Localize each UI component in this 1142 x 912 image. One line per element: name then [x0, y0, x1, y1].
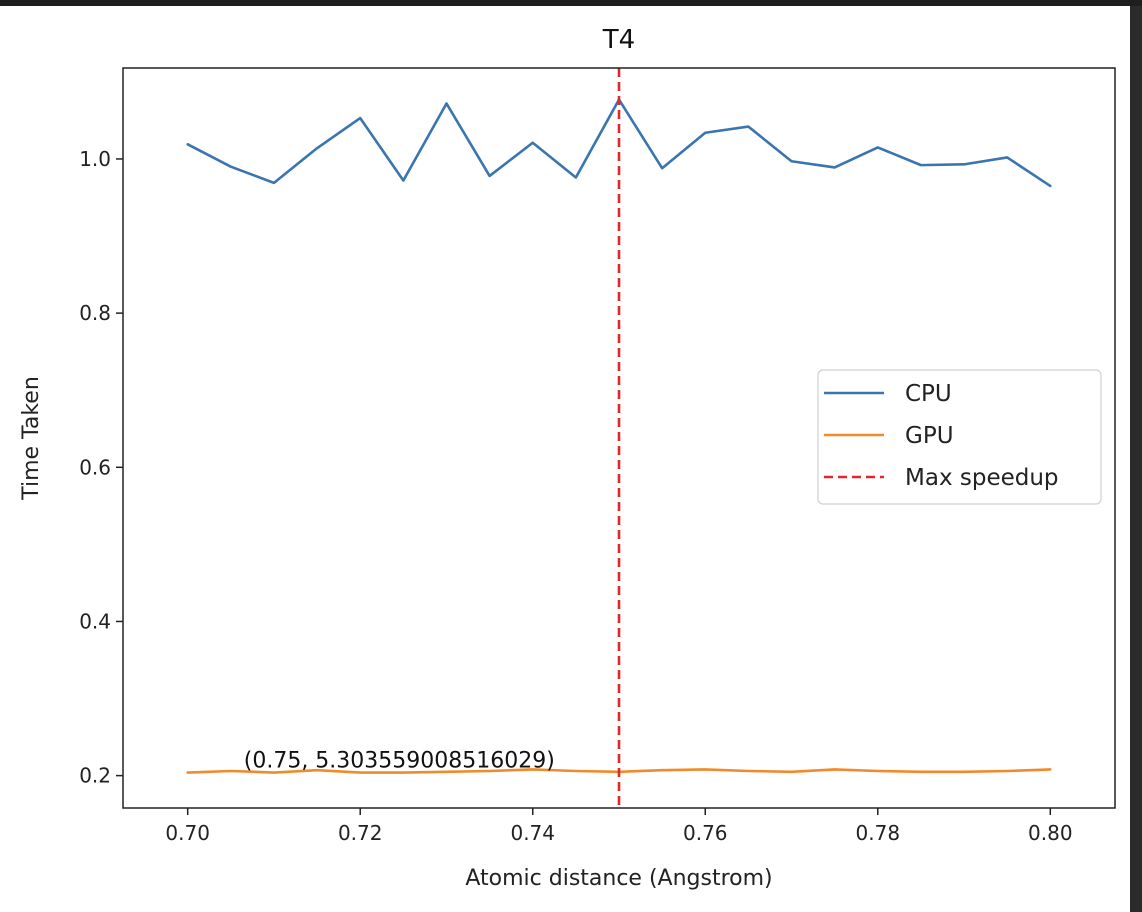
chart-title: T4	[602, 25, 635, 55]
x-tick-label: 0.72	[338, 821, 383, 845]
x-tick-label: 0.70	[165, 821, 210, 845]
y-tick-label: 0.8	[79, 301, 111, 325]
y-axis-label: Time Taken	[19, 376, 44, 501]
plot-area: (0.75, 5.303559008516029)	[186, 68, 1052, 808]
legend: CPU GPU Max speedup	[817, 369, 1102, 505]
x-axis-ticks: 0.70 0.72 0.74 0.76 0.78 0.80	[165, 808, 1073, 845]
right-edge-strip	[1130, 6, 1142, 912]
x-tick-label: 0.80	[1028, 821, 1073, 845]
y-tick-label: 0.2	[79, 764, 111, 788]
axes-frame	[122, 67, 1116, 809]
y-axis-ticks: 0.2 0.4 0.6 0.8 1.0	[79, 147, 123, 788]
y-tick-label: 0.4	[79, 609, 111, 633]
x-tick-label: 0.76	[683, 821, 728, 845]
y-tick-label: 1.0	[79, 147, 111, 171]
annotation-label: (0.75, 5.303559008516029)	[244, 749, 555, 774]
legend-label-max-speedup: Max speedup	[905, 465, 1059, 491]
y-tick-label: 0.6	[79, 455, 111, 479]
x-axis-label: Atomic distance (Angstrom)	[465, 866, 772, 891]
legend-label-gpu: GPU	[905, 423, 954, 449]
legend-label-cpu: CPU	[905, 381, 952, 407]
x-tick-label: 0.74	[510, 821, 555, 845]
legend-box	[817, 369, 1102, 505]
x-tick-label: 0.78	[856, 821, 901, 845]
